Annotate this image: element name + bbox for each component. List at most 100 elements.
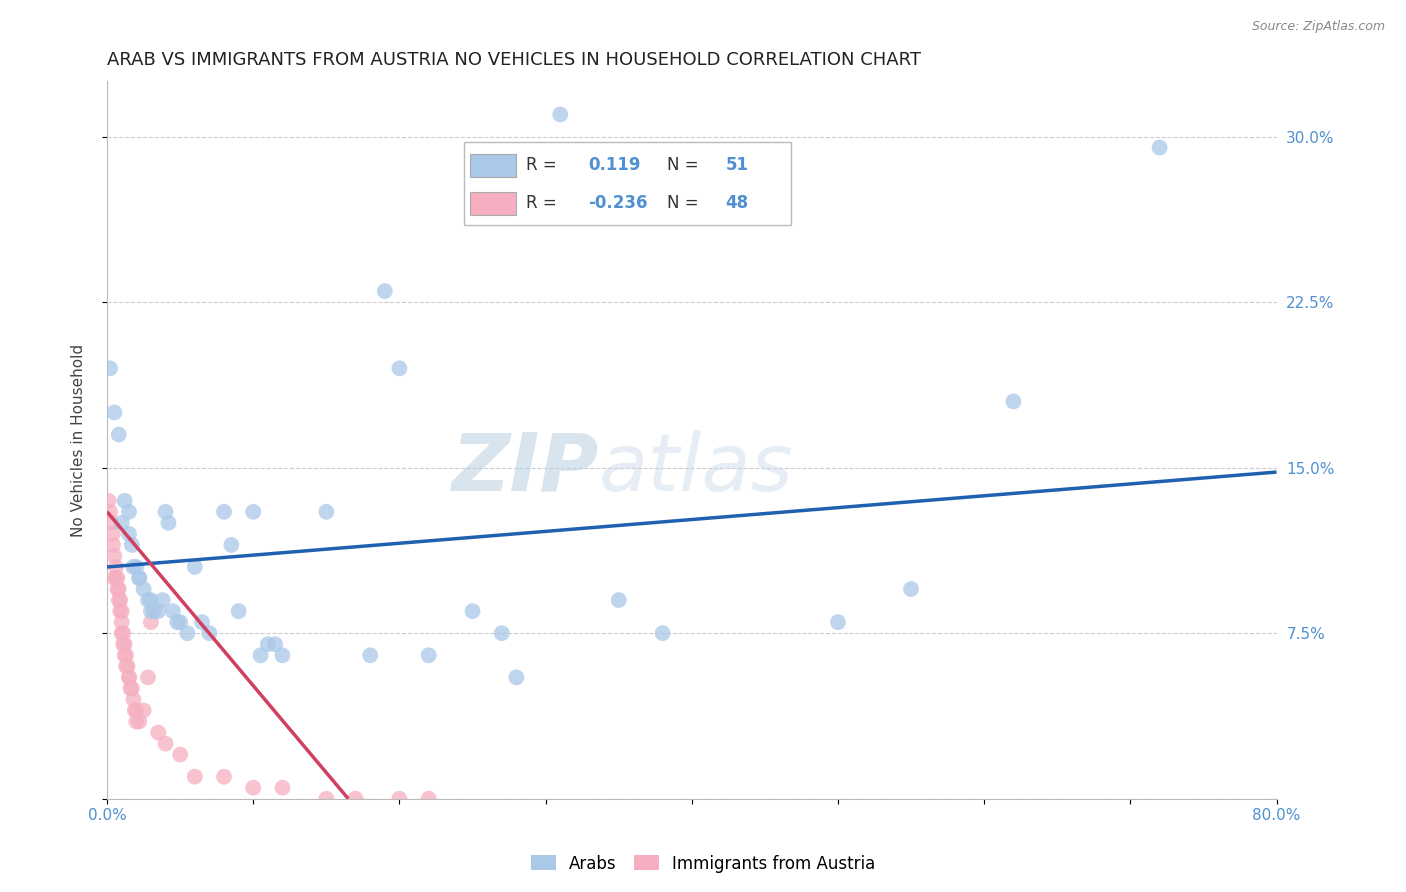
- Point: [128, 571, 150, 585]
- Point: [101, 538, 124, 552]
- Point: [418, 648, 440, 663]
- Point: [418, 791, 440, 805]
- Point: [104, 560, 127, 574]
- Point: [125, 703, 148, 717]
- Point: [242, 505, 264, 519]
- Point: [176, 626, 198, 640]
- Point: [651, 626, 673, 640]
- Point: [374, 284, 396, 298]
- Point: [191, 615, 214, 629]
- Point: [97, 493, 120, 508]
- Point: [128, 714, 150, 729]
- Point: [184, 770, 207, 784]
- Point: [114, 648, 136, 663]
- Point: [114, 637, 136, 651]
- Point: [166, 615, 188, 629]
- Point: [118, 670, 141, 684]
- Point: [125, 714, 148, 729]
- Point: [264, 637, 287, 651]
- Point: [152, 593, 174, 607]
- Point: [110, 604, 132, 618]
- Point: [139, 593, 162, 607]
- Point: [212, 505, 235, 519]
- Point: [118, 670, 141, 684]
- Point: [103, 549, 125, 563]
- Point: [101, 527, 124, 541]
- Point: [132, 582, 155, 596]
- Point: [169, 747, 191, 762]
- Point: [242, 780, 264, 795]
- Point: [136, 593, 159, 607]
- Point: [221, 538, 243, 552]
- Point: [105, 582, 128, 596]
- Point: [111, 615, 134, 629]
- Point: [112, 626, 135, 640]
- Point: [271, 648, 294, 663]
- Point: [148, 604, 170, 618]
- Point: [111, 604, 134, 618]
- Point: [271, 780, 294, 795]
- Point: [128, 571, 150, 585]
- Point: [118, 527, 141, 541]
- Point: [139, 604, 162, 618]
- Point: [112, 637, 135, 651]
- Point: [136, 670, 159, 684]
- Point: [184, 560, 207, 574]
- Point: [388, 791, 411, 805]
- Point: [124, 703, 146, 717]
- Point: [359, 648, 381, 663]
- Point: [228, 604, 250, 618]
- Point: [491, 626, 513, 640]
- Point: [122, 560, 145, 574]
- Point: [125, 560, 148, 574]
- Point: [505, 670, 527, 684]
- Point: [155, 505, 177, 519]
- Point: [105, 571, 128, 585]
- Point: [1002, 394, 1025, 409]
- Point: [107, 427, 129, 442]
- Point: [100, 516, 122, 530]
- Legend: Arabs, Immigrants from Austria: Arabs, Immigrants from Austria: [524, 848, 882, 880]
- Point: [388, 361, 411, 376]
- Point: [548, 107, 571, 121]
- Point: [115, 659, 138, 673]
- Point: [827, 615, 849, 629]
- Y-axis label: No Vehicles in Household: No Vehicles in Household: [72, 343, 86, 537]
- Point: [212, 770, 235, 784]
- Point: [162, 604, 184, 618]
- Point: [148, 725, 170, 739]
- Point: [157, 516, 180, 530]
- Point: [315, 505, 337, 519]
- Text: ZIP: ZIP: [451, 430, 598, 508]
- Point: [142, 604, 165, 618]
- Point: [344, 791, 367, 805]
- Point: [461, 604, 484, 618]
- Point: [98, 505, 121, 519]
- Point: [257, 637, 280, 651]
- Point: [110, 593, 132, 607]
- Point: [900, 582, 922, 596]
- Point: [607, 593, 630, 607]
- Point: [121, 538, 143, 552]
- Point: [114, 493, 136, 508]
- Point: [111, 516, 134, 530]
- Text: Source: ZipAtlas.com: Source: ZipAtlas.com: [1251, 20, 1385, 33]
- Point: [198, 626, 221, 640]
- Point: [121, 681, 143, 696]
- Point: [315, 791, 337, 805]
- Point: [120, 681, 142, 696]
- Point: [117, 659, 139, 673]
- Point: [104, 571, 127, 585]
- Point: [111, 626, 134, 640]
- Point: [98, 361, 121, 376]
- Point: [118, 505, 141, 519]
- Point: [103, 571, 125, 585]
- Point: [155, 737, 177, 751]
- Point: [107, 582, 129, 596]
- Point: [139, 615, 162, 629]
- Text: ARAB VS IMMIGRANTS FROM AUSTRIA NO VEHICLES IN HOUSEHOLD CORRELATION CHART: ARAB VS IMMIGRANTS FROM AUSTRIA NO VEHIC…: [107, 51, 921, 69]
- Point: [1149, 140, 1171, 154]
- Point: [169, 615, 191, 629]
- Point: [115, 648, 138, 663]
- Point: [249, 648, 271, 663]
